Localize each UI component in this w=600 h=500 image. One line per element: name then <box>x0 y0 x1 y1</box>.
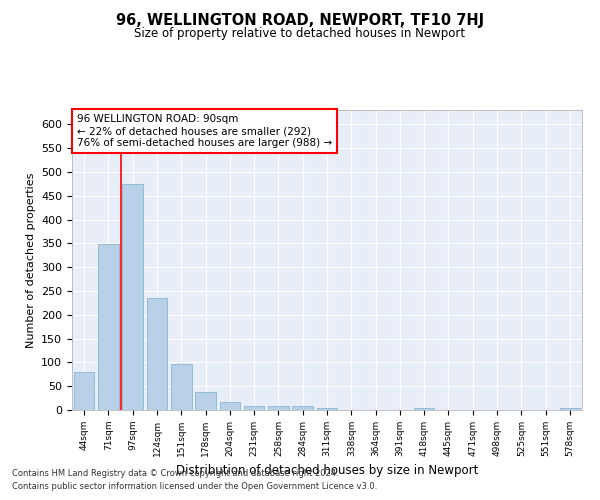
Bar <box>292 406 313 410</box>
Bar <box>560 408 580 410</box>
Bar <box>414 408 434 410</box>
Bar <box>171 364 191 410</box>
Bar <box>268 406 289 410</box>
Bar <box>195 392 216 410</box>
Bar <box>146 298 167 410</box>
Text: Contains HM Land Registry data © Crown copyright and database right 2024.: Contains HM Land Registry data © Crown c… <box>12 468 338 477</box>
Text: 96 WELLINGTON ROAD: 90sqm
← 22% of detached houses are smaller (292)
76% of semi: 96 WELLINGTON ROAD: 90sqm ← 22% of detac… <box>77 114 332 148</box>
Text: Size of property relative to detached houses in Newport: Size of property relative to detached ho… <box>134 28 466 40</box>
Bar <box>122 184 143 410</box>
Text: Contains public sector information licensed under the Open Government Licence v3: Contains public sector information licen… <box>12 482 377 491</box>
Y-axis label: Number of detached properties: Number of detached properties <box>26 172 35 348</box>
Bar <box>220 402 240 410</box>
Bar <box>317 408 337 410</box>
Bar <box>74 372 94 410</box>
Text: 96, WELLINGTON ROAD, NEWPORT, TF10 7HJ: 96, WELLINGTON ROAD, NEWPORT, TF10 7HJ <box>116 12 484 28</box>
X-axis label: Distribution of detached houses by size in Newport: Distribution of detached houses by size … <box>176 464 478 477</box>
Bar <box>244 406 265 410</box>
Bar <box>98 244 119 410</box>
